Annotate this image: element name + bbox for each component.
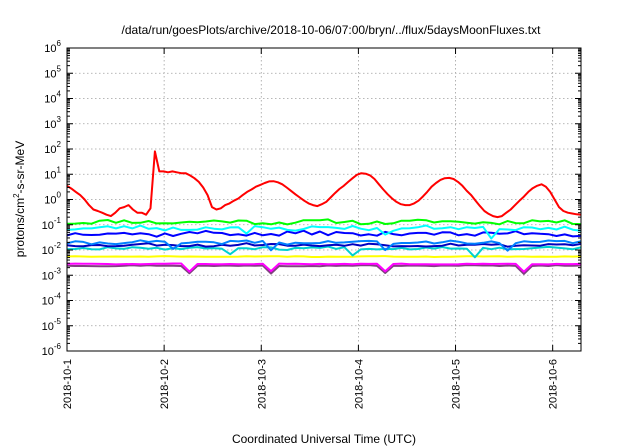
- series-line: [66, 239, 582, 252]
- y-tick-label: 101: [44, 165, 61, 181]
- y-tick-label: 102: [44, 140, 61, 156]
- y-axis-label: protons/cm2-s-sr-MeV: [12, 141, 27, 257]
- series-line: [66, 218, 582, 226]
- y-axis-tick-labels: 10-6 10-5 10-4 10-3 10-2 10-1 100 101 102 103 104 1…: [42, 39, 62, 358]
- chart-title: /data/run/goesPlots/archive/2018-10-06/0…: [122, 23, 542, 37]
- y-tick-label: 10-6: [42, 342, 62, 358]
- x-tick-label: 2018-10-5: [451, 359, 463, 409]
- x-axis-label: Coordinated Universal Time (UTC): [232, 432, 416, 446]
- y-tick-label: 10-2: [42, 241, 62, 257]
- grid-lines: [67, 48, 581, 351]
- y-tick-label: 106: [44, 39, 61, 55]
- x-tick-label: 2018-10-2: [159, 359, 171, 409]
- series-line: [66, 264, 582, 275]
- y-tick-label: 10-4: [42, 292, 62, 308]
- y-axis-label-suffix: -s-sr-MeV: [13, 141, 27, 194]
- series-line: [66, 150, 582, 219]
- y-tick-label: 103: [44, 115, 61, 131]
- series-line: [66, 262, 582, 273]
- y-tick-label: 10-3: [42, 266, 62, 282]
- series-line: [66, 242, 582, 248]
- x-tick-label: 2018-10-3: [256, 359, 268, 409]
- x-tick-label: 2018-10-1: [62, 359, 74, 409]
- x-tick-label: 2018-10-4: [353, 359, 365, 409]
- data-series: [66, 150, 582, 275]
- y-tick-label: 105: [44, 64, 61, 80]
- y-axis-label-prefix: protons/cm: [13, 198, 27, 257]
- y-tick-label: 100: [44, 191, 61, 207]
- axis-ticks: [66, 47, 581, 352]
- x-tick-label: 2018-10-6: [548, 359, 560, 409]
- series-line: [66, 245, 582, 259]
- y-tick-label: 10-5: [42, 317, 62, 333]
- y-tick-label: 104: [44, 90, 61, 106]
- x-axis-tick-labels: 2018-10-1 2018-10-2 2018-10-3 2018-10-4 2018…: [62, 359, 560, 409]
- series-line: [66, 255, 582, 258]
- y-axis-label-superscript: 2: [12, 193, 21, 198]
- series-line: [66, 224, 582, 240]
- series-line: [66, 229, 582, 238]
- y-tick-label: 10-1: [42, 216, 62, 232]
